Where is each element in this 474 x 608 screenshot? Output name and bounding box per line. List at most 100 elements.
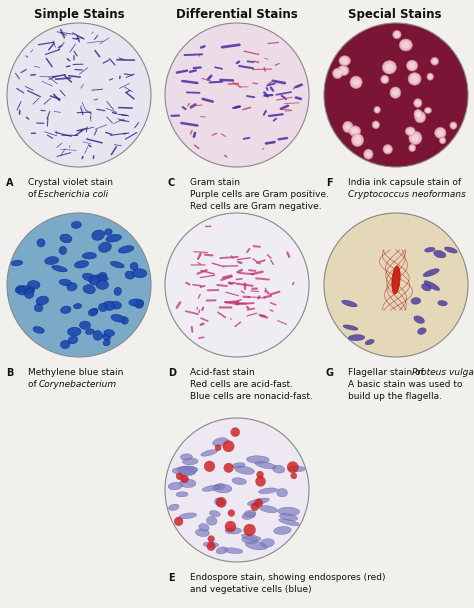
Ellipse shape <box>424 108 431 114</box>
Ellipse shape <box>273 527 291 534</box>
Ellipse shape <box>427 73 433 80</box>
Ellipse shape <box>339 56 350 66</box>
Ellipse shape <box>199 523 209 531</box>
Ellipse shape <box>242 512 255 519</box>
Ellipse shape <box>85 329 94 334</box>
Ellipse shape <box>410 75 419 83</box>
Ellipse shape <box>255 461 276 469</box>
Circle shape <box>291 472 297 479</box>
Text: A: A <box>6 178 13 188</box>
Circle shape <box>228 510 235 516</box>
Ellipse shape <box>88 309 98 316</box>
Text: A basic stain was used to: A basic stain was used to <box>348 380 463 389</box>
Ellipse shape <box>450 122 457 130</box>
Text: G: G <box>326 368 334 378</box>
Ellipse shape <box>232 478 246 485</box>
Ellipse shape <box>98 272 107 280</box>
Ellipse shape <box>343 122 353 133</box>
Ellipse shape <box>410 146 414 150</box>
Ellipse shape <box>365 339 374 345</box>
Ellipse shape <box>80 321 91 330</box>
Ellipse shape <box>82 252 97 259</box>
Ellipse shape <box>405 127 415 136</box>
Circle shape <box>324 213 468 357</box>
Ellipse shape <box>168 482 182 490</box>
Circle shape <box>216 497 227 508</box>
Text: Acid-fast stain: Acid-fast stain <box>190 368 255 377</box>
Ellipse shape <box>110 261 124 268</box>
Ellipse shape <box>105 229 112 235</box>
Ellipse shape <box>409 62 415 69</box>
Ellipse shape <box>34 304 43 312</box>
Text: Purple cells are Gram positive.: Purple cells are Gram positive. <box>190 190 329 199</box>
Ellipse shape <box>11 260 23 266</box>
Ellipse shape <box>60 234 72 243</box>
Ellipse shape <box>261 539 274 547</box>
Ellipse shape <box>37 239 45 247</box>
Ellipse shape <box>203 542 219 547</box>
Ellipse shape <box>407 129 413 134</box>
Ellipse shape <box>36 296 48 305</box>
Text: Endospore stain, showing endospores (red): Endospore stain, showing endospores (red… <box>190 573 385 582</box>
Ellipse shape <box>114 288 121 295</box>
Ellipse shape <box>408 72 421 85</box>
Circle shape <box>165 23 309 167</box>
Ellipse shape <box>288 466 305 472</box>
Ellipse shape <box>418 328 426 334</box>
Ellipse shape <box>68 336 78 344</box>
Ellipse shape <box>434 250 446 258</box>
Text: India ink capsule stain of: India ink capsule stain of <box>348 178 461 187</box>
Text: of: of <box>28 380 40 389</box>
Ellipse shape <box>99 242 111 252</box>
Circle shape <box>207 542 215 551</box>
Ellipse shape <box>383 145 392 154</box>
Ellipse shape <box>93 331 102 340</box>
Ellipse shape <box>414 316 424 323</box>
Ellipse shape <box>415 111 426 123</box>
Ellipse shape <box>232 463 245 468</box>
Ellipse shape <box>431 57 438 65</box>
Ellipse shape <box>375 108 379 112</box>
Text: and vegetative cells (blue): and vegetative cells (blue) <box>190 585 311 594</box>
Text: build up the flagella.: build up the flagella. <box>348 392 442 401</box>
Circle shape <box>223 441 234 452</box>
Ellipse shape <box>428 75 432 78</box>
Ellipse shape <box>350 76 362 89</box>
Ellipse shape <box>67 283 77 291</box>
Ellipse shape <box>365 152 371 157</box>
Circle shape <box>165 213 309 357</box>
Ellipse shape <box>341 57 348 64</box>
Ellipse shape <box>335 71 340 77</box>
Ellipse shape <box>82 273 96 282</box>
Ellipse shape <box>96 280 109 289</box>
Ellipse shape <box>224 548 243 554</box>
Ellipse shape <box>343 325 358 330</box>
Ellipse shape <box>214 484 225 489</box>
Ellipse shape <box>172 468 195 475</box>
Ellipse shape <box>214 498 225 506</box>
Ellipse shape <box>424 281 440 291</box>
Circle shape <box>251 503 259 511</box>
Circle shape <box>174 517 183 526</box>
Ellipse shape <box>383 77 387 82</box>
Text: Corynebacterium: Corynebacterium <box>38 380 116 389</box>
Ellipse shape <box>385 63 393 71</box>
Ellipse shape <box>181 454 192 460</box>
Ellipse shape <box>421 284 431 291</box>
Text: Special Stains: Special Stains <box>347 8 441 21</box>
Ellipse shape <box>121 317 128 324</box>
Ellipse shape <box>349 126 361 136</box>
Ellipse shape <box>441 139 445 142</box>
Ellipse shape <box>273 465 285 473</box>
Ellipse shape <box>213 484 232 493</box>
Circle shape <box>244 524 255 536</box>
Text: Cryptococcus neoformans: Cryptococcus neoformans <box>348 190 466 199</box>
Ellipse shape <box>438 300 447 306</box>
Ellipse shape <box>247 498 269 505</box>
Ellipse shape <box>399 39 412 51</box>
Ellipse shape <box>364 149 373 159</box>
Ellipse shape <box>182 458 198 465</box>
Ellipse shape <box>111 314 125 322</box>
Ellipse shape <box>385 147 391 152</box>
Text: Gram stain: Gram stain <box>190 178 240 187</box>
